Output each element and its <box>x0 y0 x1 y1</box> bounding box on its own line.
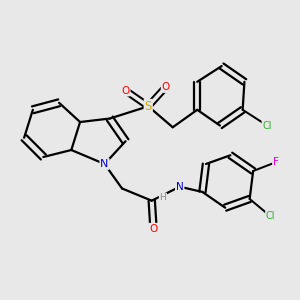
Text: S: S <box>145 100 152 113</box>
Text: N: N <box>100 159 109 169</box>
Text: H: H <box>160 194 166 202</box>
Text: O: O <box>122 85 130 96</box>
Text: O: O <box>162 82 170 92</box>
Text: O: O <box>149 224 158 234</box>
Text: F: F <box>273 157 279 167</box>
Text: N: N <box>176 182 184 192</box>
Text: Cl: Cl <box>262 121 272 130</box>
Text: Cl: Cl <box>266 212 275 221</box>
